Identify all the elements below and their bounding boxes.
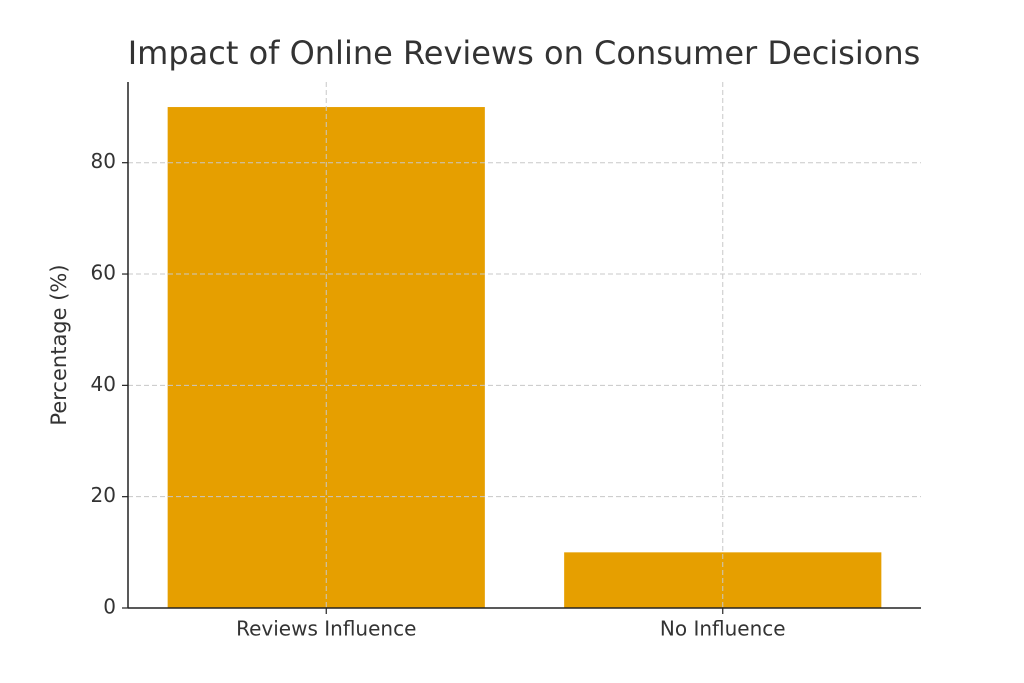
y-tick-label: 60 <box>91 261 116 285</box>
y-tick-label: 40 <box>91 372 116 396</box>
y-tick-label: 80 <box>91 149 116 173</box>
x-tick-label: No Influence <box>660 617 786 641</box>
y-tick-label: 0 <box>103 595 116 619</box>
y-axis-label: Percentage (%) <box>47 264 71 425</box>
x-tick-label: Reviews Influence <box>236 617 416 641</box>
chart-title: Impact of Online Reviews on Consumer Dec… <box>128 34 921 72</box>
y-tick-label: 20 <box>91 483 116 507</box>
